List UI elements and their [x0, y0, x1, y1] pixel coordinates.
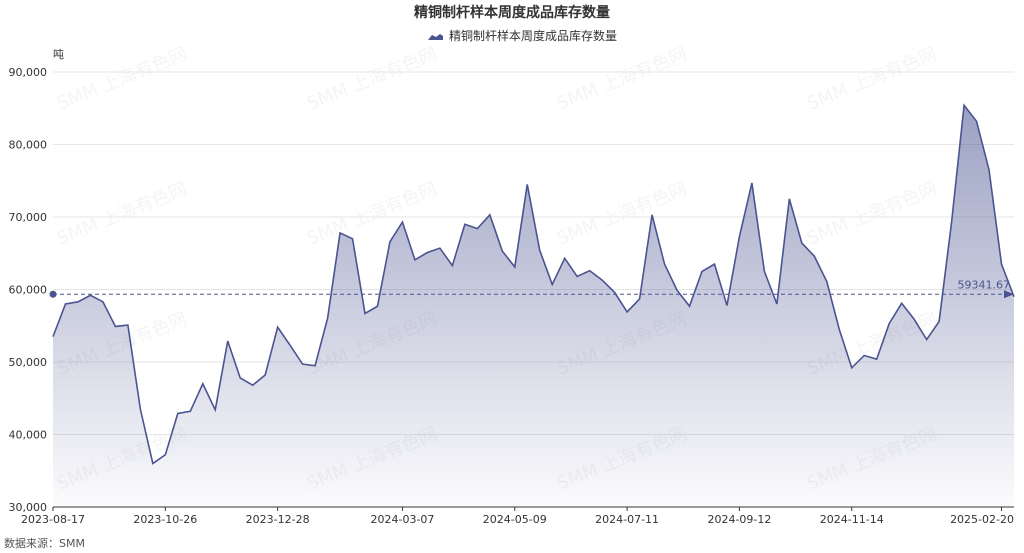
series-area — [53, 105, 1014, 507]
watermark-text: SMM 上海有色网 — [554, 43, 690, 114]
watermark-text: SMM 上海有色网 — [804, 43, 940, 114]
x-tick-label: 2025-02-20 — [950, 513, 1014, 526]
y-tick-label: 60,000 — [9, 284, 48, 297]
x-tick-label: 2024-11-14 — [820, 513, 884, 526]
x-tick-label: 2023-10-26 — [133, 513, 197, 526]
watermark-text: SMM 上海有色网 — [804, 178, 940, 249]
legend-area-icon — [428, 34, 443, 40]
chart-title: 精铜制杆样本周度成品库存数量 — [414, 4, 610, 21]
y-tick-label: 40,000 — [9, 429, 48, 442]
series-line — [52, 103, 1015, 465]
x-tick-label: 2024-07-11 — [595, 513, 659, 526]
x-tick-label: 2023-12-28 — [246, 513, 310, 526]
y-axis-ticks: 30,000 40,000 50,000 60,000 70,000 80,000 90,0… — [9, 66, 48, 514]
watermark-text: SMM 上海有色网 — [54, 178, 190, 249]
average-line: 59341.67 — [49, 278, 1014, 299]
watermark-text: SMM 上海有色网 — [54, 43, 190, 114]
x-tick-label: 2024-05-09 — [483, 513, 547, 526]
watermark-text: SMM 上海有色网 — [304, 43, 440, 114]
x-tick-label: 2023-08-17 — [21, 513, 85, 526]
y-axis-unit: 吨 — [53, 48, 64, 61]
average-line-start-dot — [49, 290, 57, 298]
y-tick-label: 30,000 — [9, 501, 48, 514]
source-note: 数据来源：SMM — [4, 536, 85, 550]
x-tick-label: 2024-09-12 — [707, 513, 771, 526]
y-tick-label: 70,000 — [9, 211, 48, 224]
legend-label: 精铜制杆样本周度成品库存数量 — [449, 28, 617, 43]
x-axis-ticks: 2023-08-17 2023-10-26 2023-12-28 2024-03-07… — [21, 507, 1014, 526]
y-tick-label: 90,000 — [9, 66, 48, 79]
average-line-label: 59341.67 — [958, 278, 1011, 291]
average-line-arrow-icon — [1004, 290, 1014, 299]
y-tick-label: 50,000 — [9, 356, 48, 369]
legend[interactable]: 精铜制杆样本周度成品库存数量 — [428, 28, 617, 43]
watermark-text: SMM 上海有色网 — [304, 178, 440, 249]
x-tick-label: 2024-03-07 — [370, 513, 434, 526]
y-tick-label: 80,000 — [9, 139, 48, 152]
watermark-text: SMM 上海有色网 — [554, 178, 690, 249]
